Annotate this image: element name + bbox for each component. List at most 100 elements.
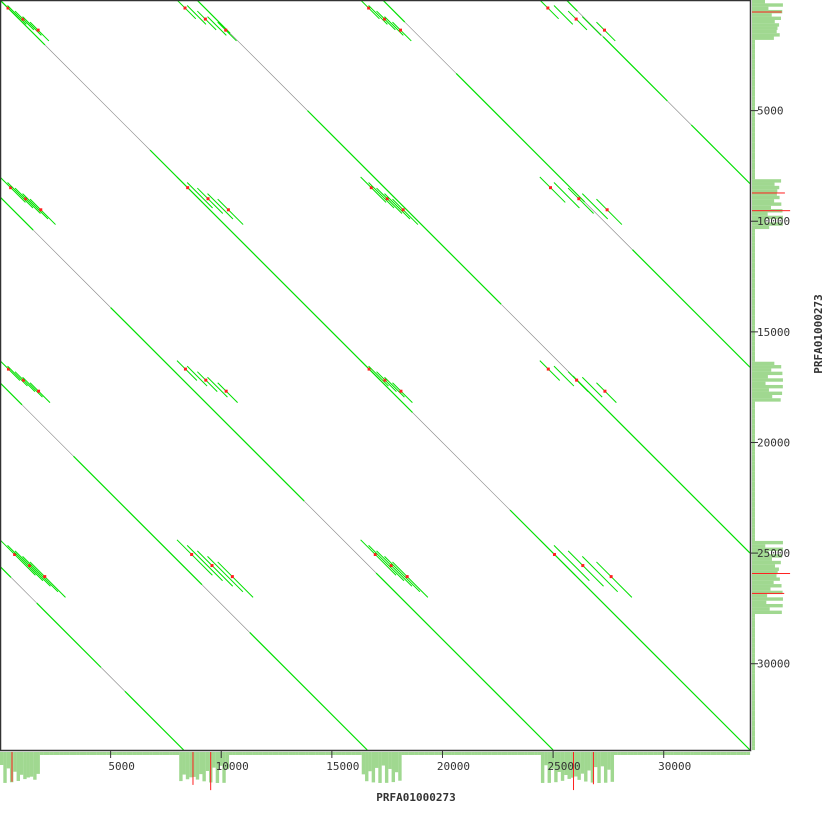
x-histogram-bar <box>710 752 714 755</box>
x-histogram-bar <box>670 752 674 755</box>
y-histogram-spike <box>752 192 785 194</box>
y-histogram-bar <box>752 451 755 455</box>
y-histogram-bar <box>752 617 755 621</box>
repeat-segment <box>567 187 594 214</box>
diagonal-segment <box>307 110 502 305</box>
y-histogram-bar <box>752 102 755 107</box>
y-histogram-bar <box>752 172 755 176</box>
y-histogram-bar <box>752 212 768 216</box>
y-histogram-bar <box>752 511 755 515</box>
diagonal-segment <box>690 124 751 185</box>
x-histogram-bar <box>441 752 445 755</box>
x-histogram-bar <box>315 752 319 755</box>
x-histogram-bar <box>238 752 243 755</box>
y-tick-label: 5000 <box>757 105 784 118</box>
x-histogram-bar <box>298 752 303 755</box>
x-histogram-bar <box>521 752 525 755</box>
y-histogram-bar <box>752 361 775 366</box>
highlight-dot <box>383 378 387 382</box>
x-histogram-bar <box>706 752 711 755</box>
y-histogram-bar <box>752 19 775 24</box>
highlight-dot <box>552 552 556 556</box>
x-histogram-bar <box>348 752 352 755</box>
highlight-dot <box>401 208 405 212</box>
highlight-dot <box>37 389 41 393</box>
x-histogram-bar <box>640 752 644 755</box>
y-histogram-bar <box>752 39 755 44</box>
x-tick-label: 20000 <box>437 760 470 773</box>
y-histogram-bar <box>752 633 755 638</box>
y-histogram-bar <box>752 514 755 518</box>
x-histogram-bar <box>743 752 747 755</box>
y-histogram-bar <box>752 182 775 186</box>
y-histogram-bar <box>752 59 755 64</box>
y-histogram-bar <box>752 238 755 243</box>
x-histogram-bar <box>693 752 697 755</box>
diagonal-segment <box>32 229 111 308</box>
y-histogram-bar <box>752 693 755 697</box>
y-histogram-bar <box>752 574 777 578</box>
y-histogram-bar <box>752 129 755 133</box>
repeat-segment <box>368 365 389 387</box>
y-histogram-bar <box>752 663 755 668</box>
x-histogram-bar <box>66 752 70 755</box>
x-histogram-bar <box>683 752 688 755</box>
x-histogram-bar <box>431 752 435 755</box>
y-histogram-bar <box>752 580 774 585</box>
x-histogram-bar <box>461 752 465 755</box>
y-histogram-bar <box>752 743 755 747</box>
y-histogram-bar <box>752 96 755 100</box>
y-histogram-bar <box>752 723 755 727</box>
x-histogram-bar <box>179 752 183 782</box>
y-histogram-bar <box>752 49 755 54</box>
y-histogram-bar <box>752 477 755 482</box>
diagonal-segment <box>455 73 586 203</box>
y-histogram-bar <box>752 434 755 439</box>
x-histogram-bar <box>321 752 326 755</box>
x-histogram-bar <box>89 752 94 755</box>
x-histogram-bar <box>46 752 50 755</box>
y-histogram-bar <box>752 79 755 84</box>
y-tick-label: 20000 <box>757 436 790 449</box>
x-histogram-bar <box>43 752 47 755</box>
y-histogram-bar <box>752 69 755 74</box>
y-histogram-bar <box>752 73 755 77</box>
diagonal-segment <box>584 201 633 250</box>
y-histogram-bar <box>752 550 769 555</box>
repeat-segment <box>384 556 421 593</box>
y-histogram-bar <box>752 245 755 249</box>
x-histogram-bar <box>106 752 110 755</box>
y-histogram-bar <box>752 338 755 342</box>
repeat-segment <box>392 198 419 225</box>
x-histogram-bar <box>335 752 339 755</box>
y-histogram-bar <box>752 189 778 193</box>
x-histogram-bar <box>630 752 634 755</box>
y-histogram-bar <box>752 690 755 694</box>
repeat-segment <box>186 545 223 582</box>
highlight-dot <box>9 186 13 190</box>
y-histogram-bar <box>752 139 755 143</box>
x-histogram-bar <box>172 752 176 755</box>
repeat-segment <box>22 16 42 36</box>
x-histogram-bar <box>358 752 362 755</box>
x-histogram-bar <box>511 752 515 755</box>
repeat-segment <box>0 176 26 203</box>
y-histogram-bar <box>752 540 783 545</box>
repeat-segment <box>376 187 403 214</box>
x-histogram-bar <box>497 752 502 755</box>
repeat-segment <box>539 176 566 203</box>
y-histogram-spike <box>752 573 791 575</box>
y-histogram-bar <box>752 106 755 110</box>
highlight-dot <box>43 575 47 579</box>
highlight-dot <box>183 6 187 10</box>
x-histogram-bar <box>371 752 376 783</box>
x-histogram-bar <box>540 752 545 783</box>
diagonal-segment <box>0 565 12 578</box>
y-histogram-bar <box>752 467 755 472</box>
y-histogram-bar <box>752 730 755 734</box>
x-histogram-bar <box>451 752 455 755</box>
y-histogram-bar <box>752 408 755 412</box>
highlight-dot <box>6 6 10 10</box>
diagonal-segment <box>110 307 305 502</box>
diagonal-segment <box>602 36 668 102</box>
